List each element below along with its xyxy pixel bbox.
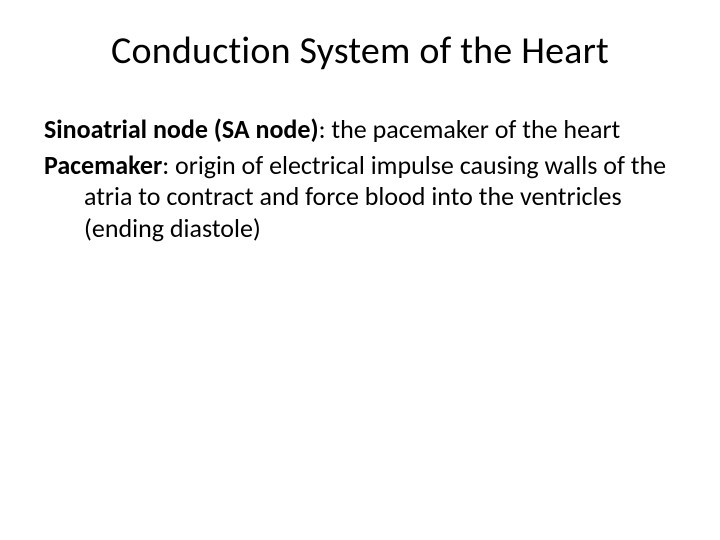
term-text: Pacemaker (44, 149, 162, 181)
slide-body: Sinoatrial node (SA node): the pacemaker… (0, 114, 720, 245)
definition-entry: Sinoatrial node (SA node): the pacemaker… (44, 114, 676, 146)
definition-text: : the pacemaker of the heart (319, 113, 621, 145)
slide-container: Conduction System of the Heart Sinoatria… (0, 28, 720, 540)
definition-text: : origin of electrical impulse causing w… (84, 149, 666, 244)
definition-entry: Pacemaker: origin of electrical impulse … (44, 150, 676, 245)
term-text: Sinoatrial node (SA node) (44, 113, 319, 145)
slide-title: Conduction System of the Heart (0, 28, 720, 74)
